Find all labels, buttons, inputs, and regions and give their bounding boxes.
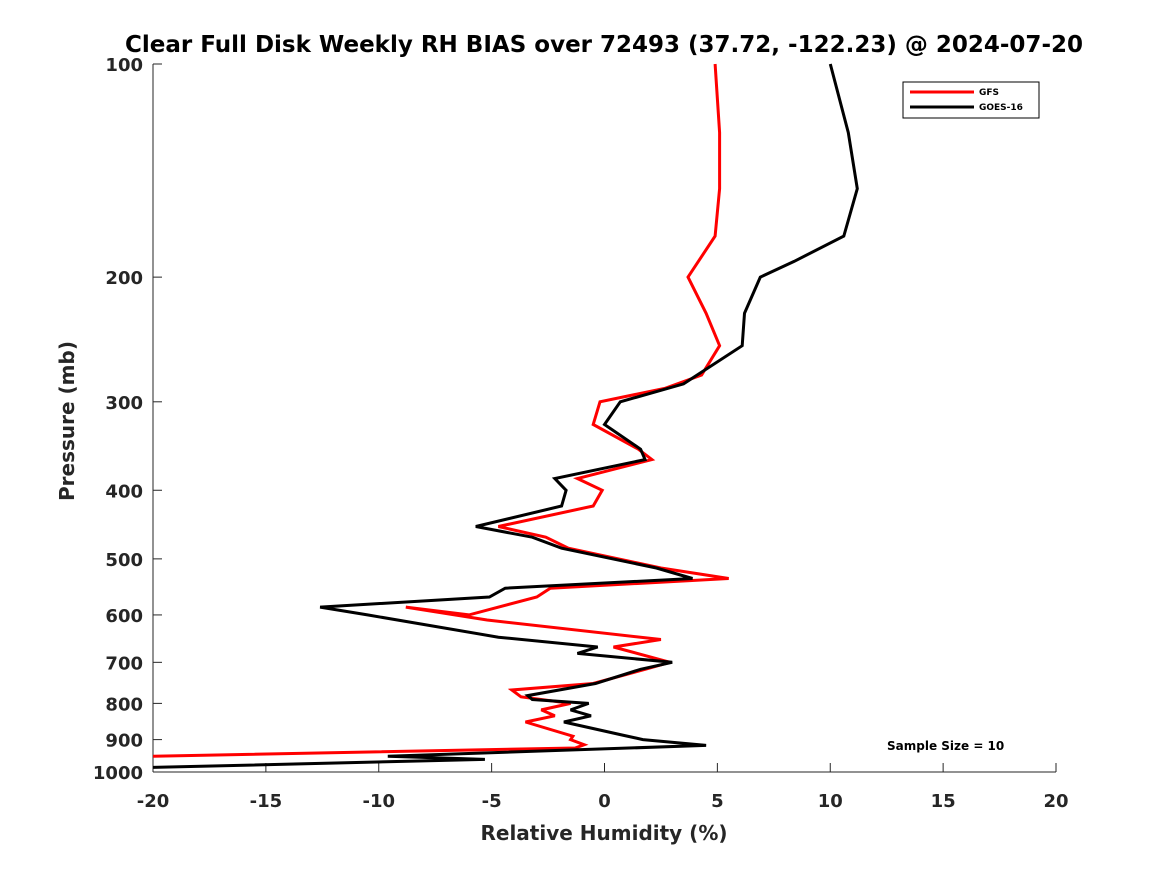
legend-label-goes-16: GOES-16	[979, 103, 1023, 113]
x-tick-label: -15	[250, 791, 283, 812]
y-tick-label: 900	[105, 731, 143, 752]
y-tick-label: 800	[105, 694, 143, 715]
x-tick-label: 5	[711, 791, 724, 812]
x-tick-label: 15	[931, 791, 956, 812]
tick-labels: -20 -15 -10 -5 0 5 10 15 20 100 200 300 400 500 600 700…	[93, 55, 1069, 812]
series-line-gfs	[152, 63, 729, 758]
x-tick-label: -5	[482, 791, 502, 812]
x-tick-label: 10	[818, 791, 843, 812]
series-lines	[152, 63, 859, 769]
y-tick-label: 200	[105, 268, 143, 289]
legend-box	[902, 81, 1040, 119]
x-tick-label: -10	[362, 791, 395, 812]
legend: GFS GOES-16	[902, 81, 1040, 119]
axes	[152, 63, 1057, 773]
x-tick-label: -20	[137, 791, 170, 812]
y-axis-label: Pressure (mb)	[55, 341, 79, 501]
y-tick-label: 600	[105, 606, 143, 627]
y-tick-label: 500	[105, 550, 143, 571]
y-tick-label: 700	[105, 653, 143, 674]
chart-title: Clear Full Disk Weekly RH BIAS over 7249…	[125, 32, 1083, 58]
sample-size-annotation: Sample Size = 10	[887, 739, 1004, 753]
y-tick-label: 400	[105, 481, 143, 502]
y-tick-label: 300	[105, 393, 143, 414]
x-tick-label: 0	[598, 791, 611, 812]
x-tick-label: 20	[1043, 791, 1068, 812]
y-tick-label: 1000	[93, 763, 143, 784]
x-axis-label: Relative Humidity (%)	[480, 821, 727, 845]
y-tick-label: 100	[105, 55, 143, 76]
legend-label-gfs: GFS	[979, 88, 999, 98]
series-line-goes-16	[152, 63, 859, 769]
